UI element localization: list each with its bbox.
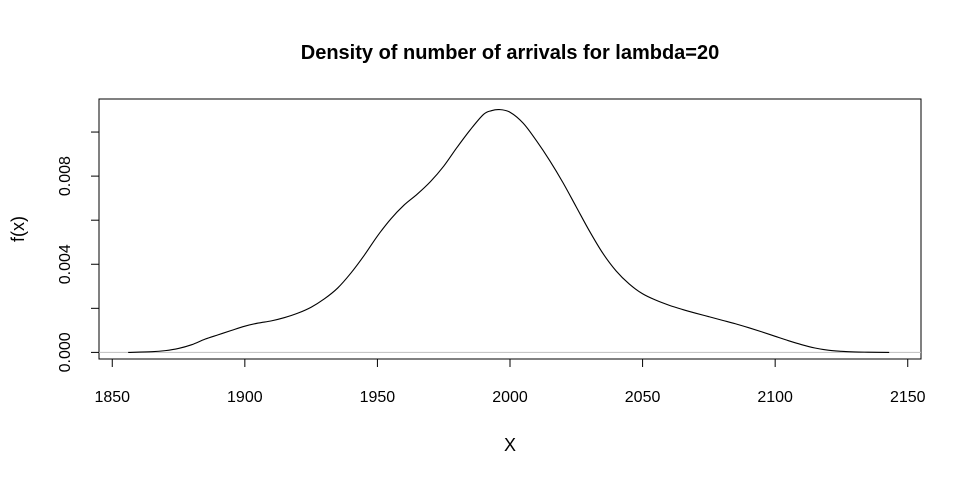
- x-tick-label: 1900: [227, 389, 263, 406]
- x-axis: 1850 1900 1950 2000 2050 2100 2150: [94, 358, 926, 406]
- x-tick-label: 2000: [492, 389, 528, 406]
- x-tick-label: 1950: [360, 389, 396, 406]
- y-axis: 0.000 0.004 0.008: [57, 131, 100, 372]
- x-tick-label: 2150: [890, 389, 926, 406]
- chart-title: Density of number of arrivals for lambda…: [301, 42, 719, 64]
- y-tick-label: 0.004: [57, 244, 74, 284]
- x-tick-label: 2100: [757, 389, 793, 406]
- y-axis-label: f(x): [8, 216, 28, 242]
- plot-frame: [98, 98, 922, 360]
- x-axis-label: X: [504, 435, 516, 455]
- y-tick-label: 0.000: [57, 332, 74, 372]
- x-tick-label: 2050: [625, 389, 661, 406]
- x-tick-label: 1850: [94, 389, 130, 406]
- density-curve: [128, 108, 890, 353]
- y-tick-label: 0.008: [57, 156, 74, 196]
